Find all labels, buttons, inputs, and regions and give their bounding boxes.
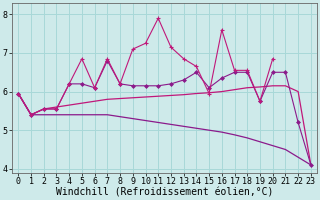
X-axis label: Windchill (Refroidissement éolien,°C): Windchill (Refroidissement éolien,°C) <box>56 187 273 197</box>
